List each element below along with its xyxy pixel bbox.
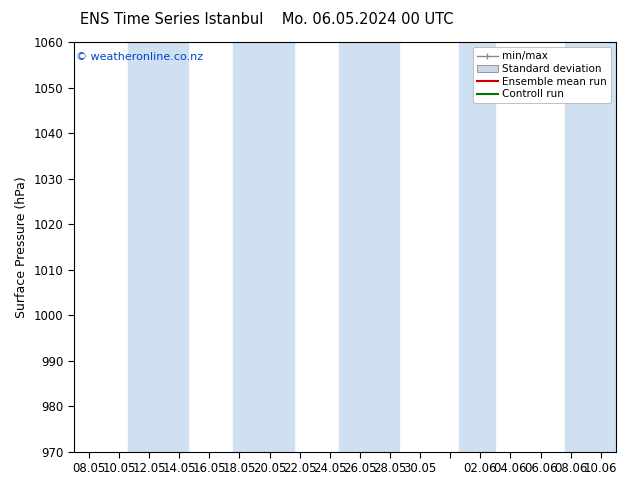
Y-axis label: Surface Pressure (hPa): Surface Pressure (hPa)	[15, 176, 28, 318]
Bar	[339, 42, 399, 452]
Bar	[233, 42, 294, 452]
Bar	[128, 42, 188, 452]
Legend: min/max, Standard deviation, Ensemble mean run, Controll run: min/max, Standard deviation, Ensemble me…	[472, 47, 611, 103]
Text: © weatheronline.co.nz: © weatheronline.co.nz	[77, 52, 204, 62]
Bar	[565, 42, 616, 452]
Text: ENS Time Series Istanbul    Mo. 06.05.2024 00 UTC: ENS Time Series Istanbul Mo. 06.05.2024 …	[79, 12, 453, 27]
Bar	[459, 42, 495, 452]
